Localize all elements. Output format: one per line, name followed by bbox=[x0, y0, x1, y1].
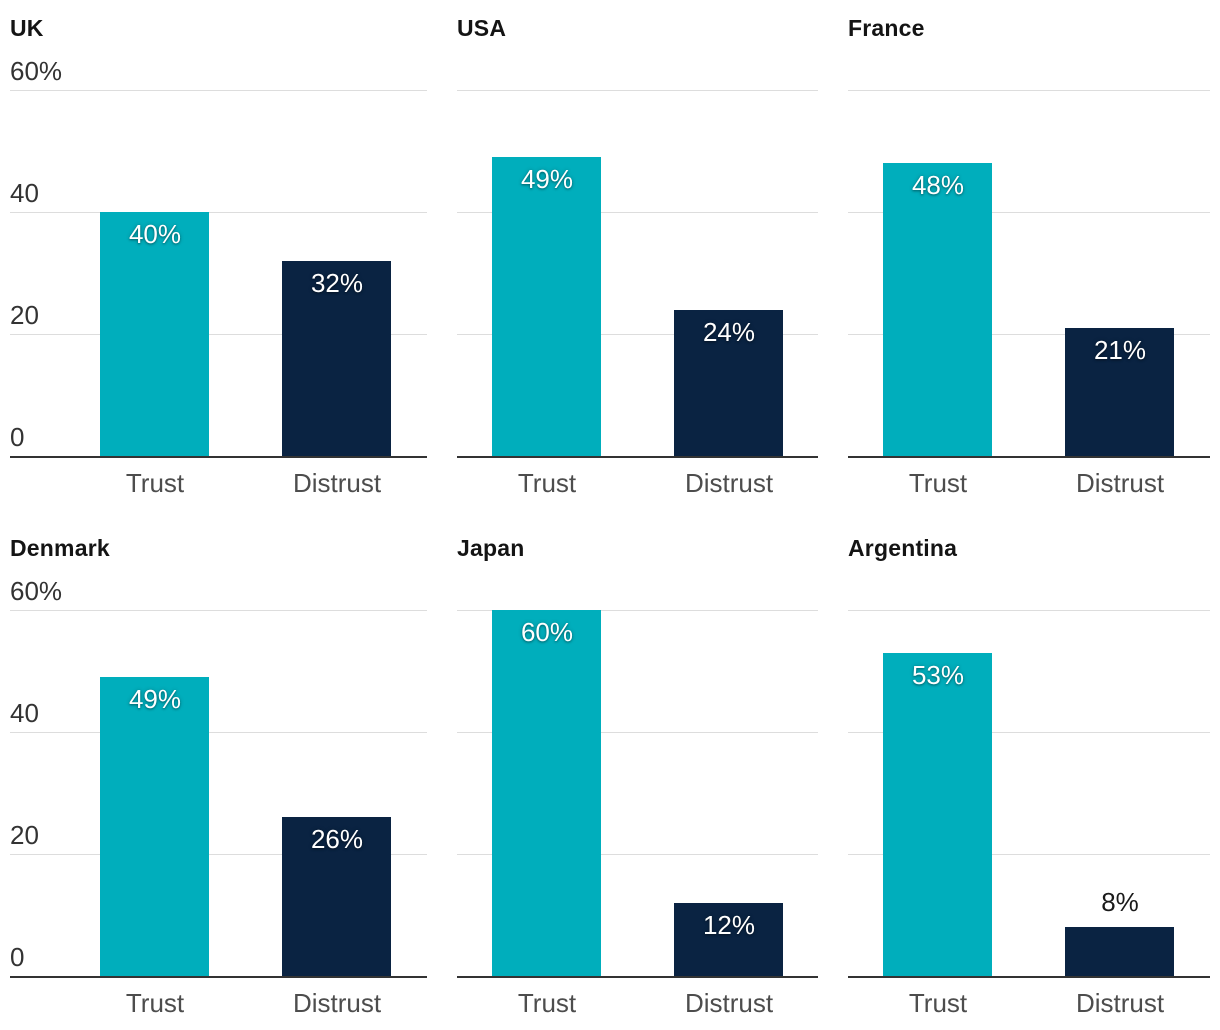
distrust-bar bbox=[674, 310, 783, 456]
y-tick-label-60: 60% bbox=[10, 56, 63, 86]
trust-bar bbox=[883, 653, 992, 976]
chart-area: 60% 12% bbox=[457, 610, 818, 978]
x-axis-labels: Trust Distrust bbox=[848, 988, 1210, 1018]
x-label-trust: Trust bbox=[908, 468, 968, 498]
x-label-distrust: Distrust bbox=[1075, 468, 1165, 498]
x-label-trust: Trust bbox=[517, 988, 577, 1018]
x-label-distrust: Distrust bbox=[684, 468, 774, 498]
distrust-value-label: 26% bbox=[310, 824, 364, 854]
gridline-40 bbox=[10, 212, 427, 213]
gridline-20 bbox=[10, 334, 427, 335]
trust-bar bbox=[492, 157, 601, 456]
gridline-60 bbox=[10, 610, 427, 611]
plot-area: 49% 24% bbox=[457, 90, 818, 456]
x-label-trust: Trust bbox=[125, 468, 185, 498]
plot-area: 60% 12% bbox=[457, 610, 818, 976]
trust-bar bbox=[492, 610, 601, 976]
x-axis-labels: Trust Distrust bbox=[10, 988, 427, 1018]
trust-value-label: 49% bbox=[520, 164, 574, 194]
gridline-60 bbox=[457, 610, 818, 611]
x-axis-labels: Trust Distrust bbox=[457, 468, 818, 498]
distrust-bar bbox=[282, 817, 391, 976]
gridline-20 bbox=[848, 334, 1210, 335]
plot-area: 49% 26% bbox=[65, 610, 427, 976]
panel-japan: Japan 60% 12% Trust Distrust bbox=[457, 534, 818, 1018]
trust-bar bbox=[100, 212, 209, 456]
trust-value-label: 53% bbox=[911, 660, 965, 690]
plot-area: 53% 8% bbox=[848, 610, 1210, 976]
gridline-20 bbox=[10, 854, 427, 855]
x-label-distrust: Distrust bbox=[1075, 988, 1165, 1018]
gridline-20 bbox=[457, 334, 818, 335]
y-tick-label-40: 40 bbox=[10, 698, 39, 728]
distrust-value-label: 32% bbox=[310, 268, 364, 298]
distrust-bar bbox=[674, 903, 783, 976]
chart-area: 49% 24% bbox=[457, 90, 818, 458]
y-tick-label-20: 20 bbox=[10, 820, 39, 850]
panel-usa: USA 49% 24% Trust Distrust bbox=[457, 14, 818, 498]
distrust-bar bbox=[1065, 927, 1174, 976]
distrust-value-label: 21% bbox=[1093, 335, 1147, 365]
panel-title: Japan bbox=[457, 535, 525, 561]
chart-area: 53% 8% bbox=[848, 610, 1210, 978]
x-label-distrust: Distrust bbox=[684, 988, 774, 1018]
chart-area: 40% 32% 60% 40 20 0 bbox=[10, 56, 427, 458]
y-tick-label-40: 40 bbox=[10, 178, 39, 208]
trust-value-label: 60% bbox=[520, 617, 574, 647]
panel-france: France 48% 21% Trust Distrust bbox=[848, 14, 1210, 498]
gridline-40 bbox=[457, 732, 818, 733]
gridline-60 bbox=[10, 90, 427, 91]
gridline-60 bbox=[848, 90, 1210, 91]
gridline-60 bbox=[848, 610, 1210, 611]
x-axis-baseline bbox=[10, 456, 427, 458]
panel-denmark: Denmark 49% 26% 60% 40 20 0 Trust Distrust bbox=[10, 534, 427, 1018]
y-tick-label-0: 0 bbox=[10, 942, 25, 972]
panel-title: USA bbox=[457, 15, 507, 41]
panel-argentina: Argentina 53% 8% Trust Distrust bbox=[848, 534, 1210, 1018]
panel-title: Argentina bbox=[848, 535, 958, 561]
plot-area: 40% 32% bbox=[65, 90, 427, 456]
plot-area: 48% 21% bbox=[848, 90, 1210, 456]
x-axis-labels: Trust Distrust bbox=[10, 468, 427, 498]
y-tick-label-0: 0 bbox=[10, 422, 25, 452]
trust-value-label: 40% bbox=[128, 219, 182, 249]
x-axis-baseline bbox=[457, 976, 818, 978]
gridline-20 bbox=[457, 854, 818, 855]
trust-value-label: 48% bbox=[911, 170, 965, 200]
gridline-40 bbox=[10, 732, 427, 733]
x-label-trust: Trust bbox=[908, 988, 968, 1018]
trust-bar bbox=[100, 677, 209, 976]
chart-area: 48% 21% bbox=[848, 90, 1210, 458]
panel-uk: UK 40% 32% 60% 40 20 0 Trust Distrust bbox=[10, 14, 427, 498]
x-label-trust: Trust bbox=[125, 988, 185, 1018]
panel-title: France bbox=[848, 15, 925, 41]
distrust-bar bbox=[282, 261, 391, 456]
x-label-distrust: Distrust bbox=[292, 988, 382, 1018]
gridline-40 bbox=[848, 732, 1210, 733]
panel-title: UK bbox=[10, 15, 44, 41]
x-axis-baseline bbox=[848, 456, 1210, 458]
x-axis-labels: Trust Distrust bbox=[848, 468, 1210, 498]
x-axis-labels: Trust Distrust bbox=[457, 988, 818, 1018]
panel-title: Denmark bbox=[10, 535, 110, 561]
x-axis-baseline bbox=[457, 456, 818, 458]
x-axis-baseline bbox=[848, 976, 1210, 978]
gridline-20 bbox=[848, 854, 1210, 855]
distrust-value-label: 8% bbox=[1101, 887, 1139, 917]
chart-area: 49% 26% 60% 40 20 0 bbox=[10, 576, 427, 978]
trust-value-label: 49% bbox=[128, 684, 182, 714]
y-tick-label-20: 20 bbox=[10, 300, 39, 330]
x-label-distrust: Distrust bbox=[292, 468, 382, 498]
y-tick-label-60: 60% bbox=[10, 576, 63, 606]
x-label-trust: Trust bbox=[517, 468, 577, 498]
distrust-bar bbox=[1065, 328, 1174, 456]
x-axis-baseline bbox=[10, 976, 427, 978]
trust-bar bbox=[883, 163, 992, 456]
distrust-value-label: 12% bbox=[702, 910, 756, 940]
distrust-value-label: 24% bbox=[702, 317, 756, 347]
gridline-40 bbox=[457, 212, 818, 213]
gridline-40 bbox=[848, 212, 1210, 213]
gridline-60 bbox=[457, 90, 818, 91]
